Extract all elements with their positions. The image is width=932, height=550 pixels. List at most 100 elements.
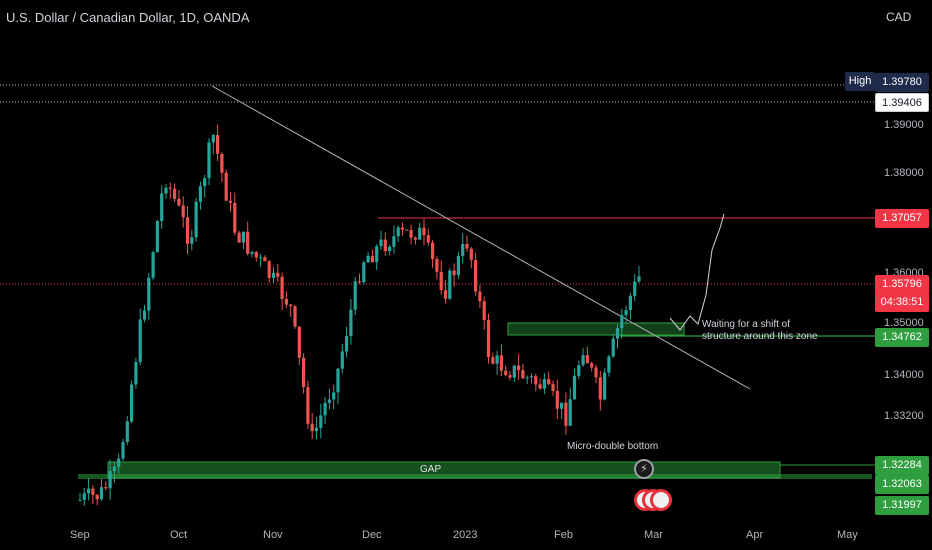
candle-body xyxy=(263,257,267,262)
candle-body xyxy=(426,235,430,243)
gap-label: GAP xyxy=(420,464,442,475)
candle-body xyxy=(82,493,86,500)
currency-label: CAD xyxy=(886,10,912,24)
candle-body xyxy=(147,277,151,311)
candle-body xyxy=(108,471,112,489)
candle-body xyxy=(259,257,263,259)
y-tick-label: 1.34000 xyxy=(884,369,924,381)
price-label-gap-mid: 1.32063 xyxy=(875,475,929,494)
candle-body xyxy=(151,252,155,278)
x-tick-label: 2023 xyxy=(453,529,477,541)
candle-body xyxy=(357,281,362,283)
candle-body xyxy=(250,251,254,254)
x-tick-label: Mar xyxy=(644,529,663,541)
candle-body xyxy=(112,466,116,472)
candle-body xyxy=(216,135,220,154)
candle-body xyxy=(224,172,228,201)
candle-body xyxy=(611,338,615,357)
candle-body xyxy=(418,227,422,240)
candle-body xyxy=(319,415,323,428)
gap-zone-lower xyxy=(78,474,872,479)
candle-body xyxy=(237,232,241,243)
y-tick-label: 1.33200 xyxy=(884,410,924,422)
candle-body xyxy=(142,310,147,320)
candle-body xyxy=(461,244,465,256)
structure-zone xyxy=(507,322,685,336)
candle-body xyxy=(474,259,478,292)
high-tag: High xyxy=(845,72,875,91)
candle-body xyxy=(177,198,181,206)
candle-body xyxy=(233,202,237,233)
candle-body xyxy=(168,187,172,189)
candle-body xyxy=(413,237,417,240)
candle-body xyxy=(336,368,340,393)
candle-body xyxy=(280,276,284,299)
candle-body xyxy=(392,236,396,247)
candle-body xyxy=(521,370,525,379)
candle-body xyxy=(607,356,611,373)
us-flag-events-icon[interactable] xyxy=(634,489,672,513)
candle-body xyxy=(160,193,164,222)
candle-body xyxy=(568,399,572,426)
candle-body xyxy=(499,355,503,371)
candle-body xyxy=(284,298,288,305)
candle-body xyxy=(508,375,512,378)
candle-body xyxy=(340,351,344,369)
zone-note-line2: structure around this zone xyxy=(702,331,818,342)
candle-body xyxy=(620,315,624,329)
countdown-label: 04:38:51 xyxy=(875,293,929,312)
candle-body xyxy=(91,488,95,495)
candle-body xyxy=(314,427,319,432)
price-label-resistance: 1.37057 xyxy=(875,209,929,228)
x-tick-label: Oct xyxy=(170,529,187,541)
candle-body xyxy=(297,326,301,358)
candle-body xyxy=(517,365,521,371)
candle-body xyxy=(585,355,589,364)
candle-body xyxy=(310,423,314,432)
candle-body xyxy=(628,295,632,311)
candle-body xyxy=(254,251,258,258)
candle-body xyxy=(289,304,293,307)
candle-body xyxy=(637,276,641,282)
candle-body xyxy=(478,291,482,302)
candle-body xyxy=(495,355,499,364)
candle-body xyxy=(409,230,413,238)
candle-body xyxy=(267,261,271,279)
zone-note-line1: Waiting for a shift of xyxy=(702,319,790,330)
candle-body xyxy=(190,237,194,244)
candle-body xyxy=(155,221,159,253)
candle-body xyxy=(465,244,469,249)
flash-icon[interactable]: ⚡ xyxy=(634,459,654,479)
candle-body xyxy=(323,402,327,416)
candle-body xyxy=(534,376,538,385)
candle-body xyxy=(529,376,534,378)
candle-body xyxy=(383,239,387,252)
candle-body xyxy=(555,390,559,409)
candle-body xyxy=(198,186,202,202)
candle-body xyxy=(624,310,628,316)
candle-body xyxy=(130,384,134,422)
chart-title: U.S. Dollar / Canadian Dollar, 1D, OANDA xyxy=(6,10,250,25)
candle-body xyxy=(345,336,349,352)
candle-body xyxy=(456,255,460,276)
y-tick-label: 1.35000 xyxy=(884,317,924,329)
candle-body xyxy=(469,248,473,260)
candle-body xyxy=(542,379,546,389)
candle-body xyxy=(603,372,607,400)
candle-body xyxy=(396,227,400,237)
candle-body xyxy=(491,357,495,364)
x-tick-label: Feb xyxy=(554,529,573,541)
candle-body xyxy=(332,392,336,400)
candle-body xyxy=(349,309,353,337)
candle-body xyxy=(388,246,392,252)
y-tick-label: 1.39000 xyxy=(884,119,924,131)
candle-body xyxy=(306,387,310,424)
candle-body xyxy=(370,255,374,263)
candle-body xyxy=(327,399,331,403)
candle-body xyxy=(220,153,224,173)
candle-body xyxy=(564,402,568,426)
candle-body xyxy=(78,499,82,501)
candle-body xyxy=(525,377,529,379)
